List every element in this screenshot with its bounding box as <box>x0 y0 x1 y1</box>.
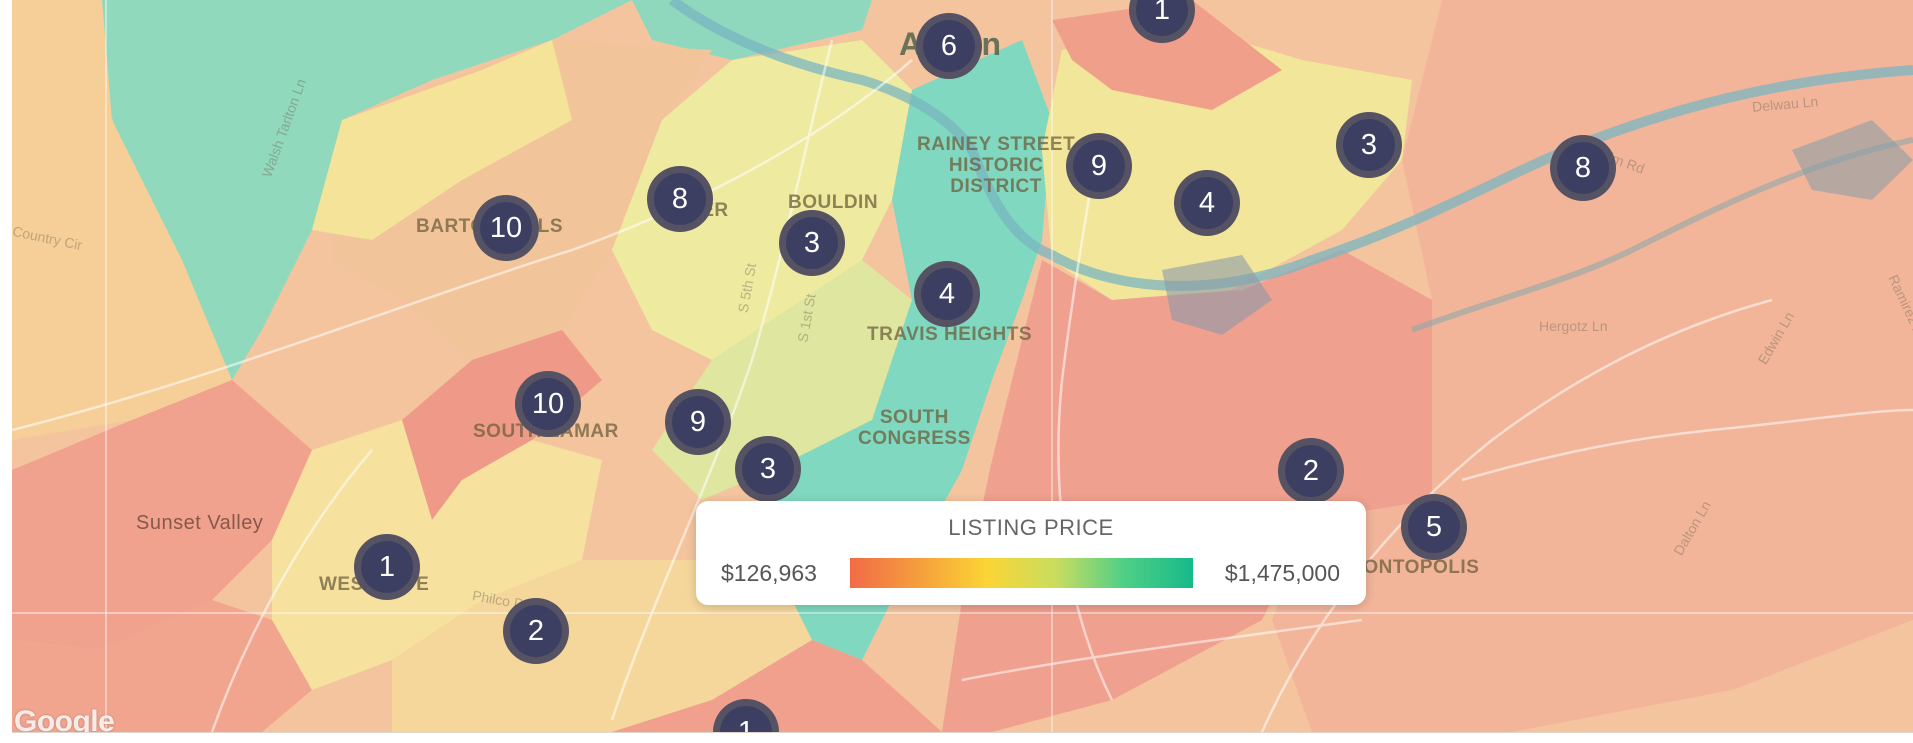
lake <box>1162 255 1272 335</box>
listing-cluster-marker[interactable]: 4 <box>914 261 980 327</box>
listing-cluster-marker[interactable]: 3 <box>735 436 801 502</box>
listing-cluster-marker[interactable]: 8 <box>647 166 713 232</box>
region-zilker <box>612 40 912 360</box>
listing-cluster-marker[interactable]: 3 <box>779 210 845 276</box>
label-south-congress: SOUTH CONGRESS <box>858 407 971 449</box>
legend-gradient-bar <box>850 558 1193 588</box>
listing-cluster-marker[interactable]: 1 <box>354 534 420 600</box>
region-barton-yellow <box>312 40 572 240</box>
listing-cluster-marker[interactable]: 6 <box>916 13 982 79</box>
region-south-pink <box>612 640 942 732</box>
label-bouldin: BOULDIN <box>788 192 879 213</box>
map-view[interactable]: Austin RAINEY STREET HISTORIC DISTRICT B… <box>12 0 1913 733</box>
listing-cluster-marker[interactable]: 10 <box>473 195 539 261</box>
listing-cluster-marker[interactable]: 2 <box>1278 438 1344 504</box>
listing-cluster-marker[interactable]: 10 <box>515 371 581 437</box>
road-label-hergotz: Hergotz Ln <box>1539 318 1608 334</box>
river <box>669 0 1913 291</box>
google-logo: Google <box>14 705 115 733</box>
region-sw-low <box>12 380 312 650</box>
region-east-pink <box>1052 0 1282 110</box>
roads <box>12 39 1913 732</box>
listing-cluster-marker[interactable]: 3 <box>1336 112 1402 178</box>
lake-east <box>1792 120 1913 200</box>
listing-cluster-marker[interactable]: 4 <box>1174 170 1240 236</box>
label-montopolis: MONTOPOLIS <box>1347 557 1480 578</box>
legend-min-price: $126,963 <box>721 560 817 586</box>
region-westgate <box>272 420 602 690</box>
choropleth-map <box>12 0 1913 732</box>
region-far-southwest <box>12 600 312 732</box>
legend-title: LISTING PRICE <box>948 515 1114 540</box>
listing-cluster-marker[interactable]: 8 <box>1550 135 1616 201</box>
label-sunset-valley: Sunset Valley <box>136 512 264 534</box>
region-east-yellow <box>1042 30 1412 300</box>
listing-cluster-marker[interactable]: 9 <box>665 389 731 455</box>
listing-cluster-marker[interactable]: 1 <box>1129 0 1195 43</box>
region-east-low <box>942 250 1432 732</box>
label-travis-heights: TRAVIS HEIGHTS <box>867 324 1032 345</box>
region-west-teal <box>92 0 632 380</box>
listing-cluster-marker[interactable]: 2 <box>503 598 569 664</box>
label-rainey-street: RAINEY STREET HISTORIC DISTRICT <box>917 134 1076 197</box>
price-legend: LISTING PRICE $126,963 $1,475,000 <box>696 501 1366 605</box>
listing-cluster-marker[interactable]: 5 <box>1401 494 1467 560</box>
legend-max-price: $1,475,000 <box>1224 560 1340 586</box>
listing-cluster-marker[interactable]: 9 <box>1066 133 1132 199</box>
region-far-west <box>12 0 232 440</box>
